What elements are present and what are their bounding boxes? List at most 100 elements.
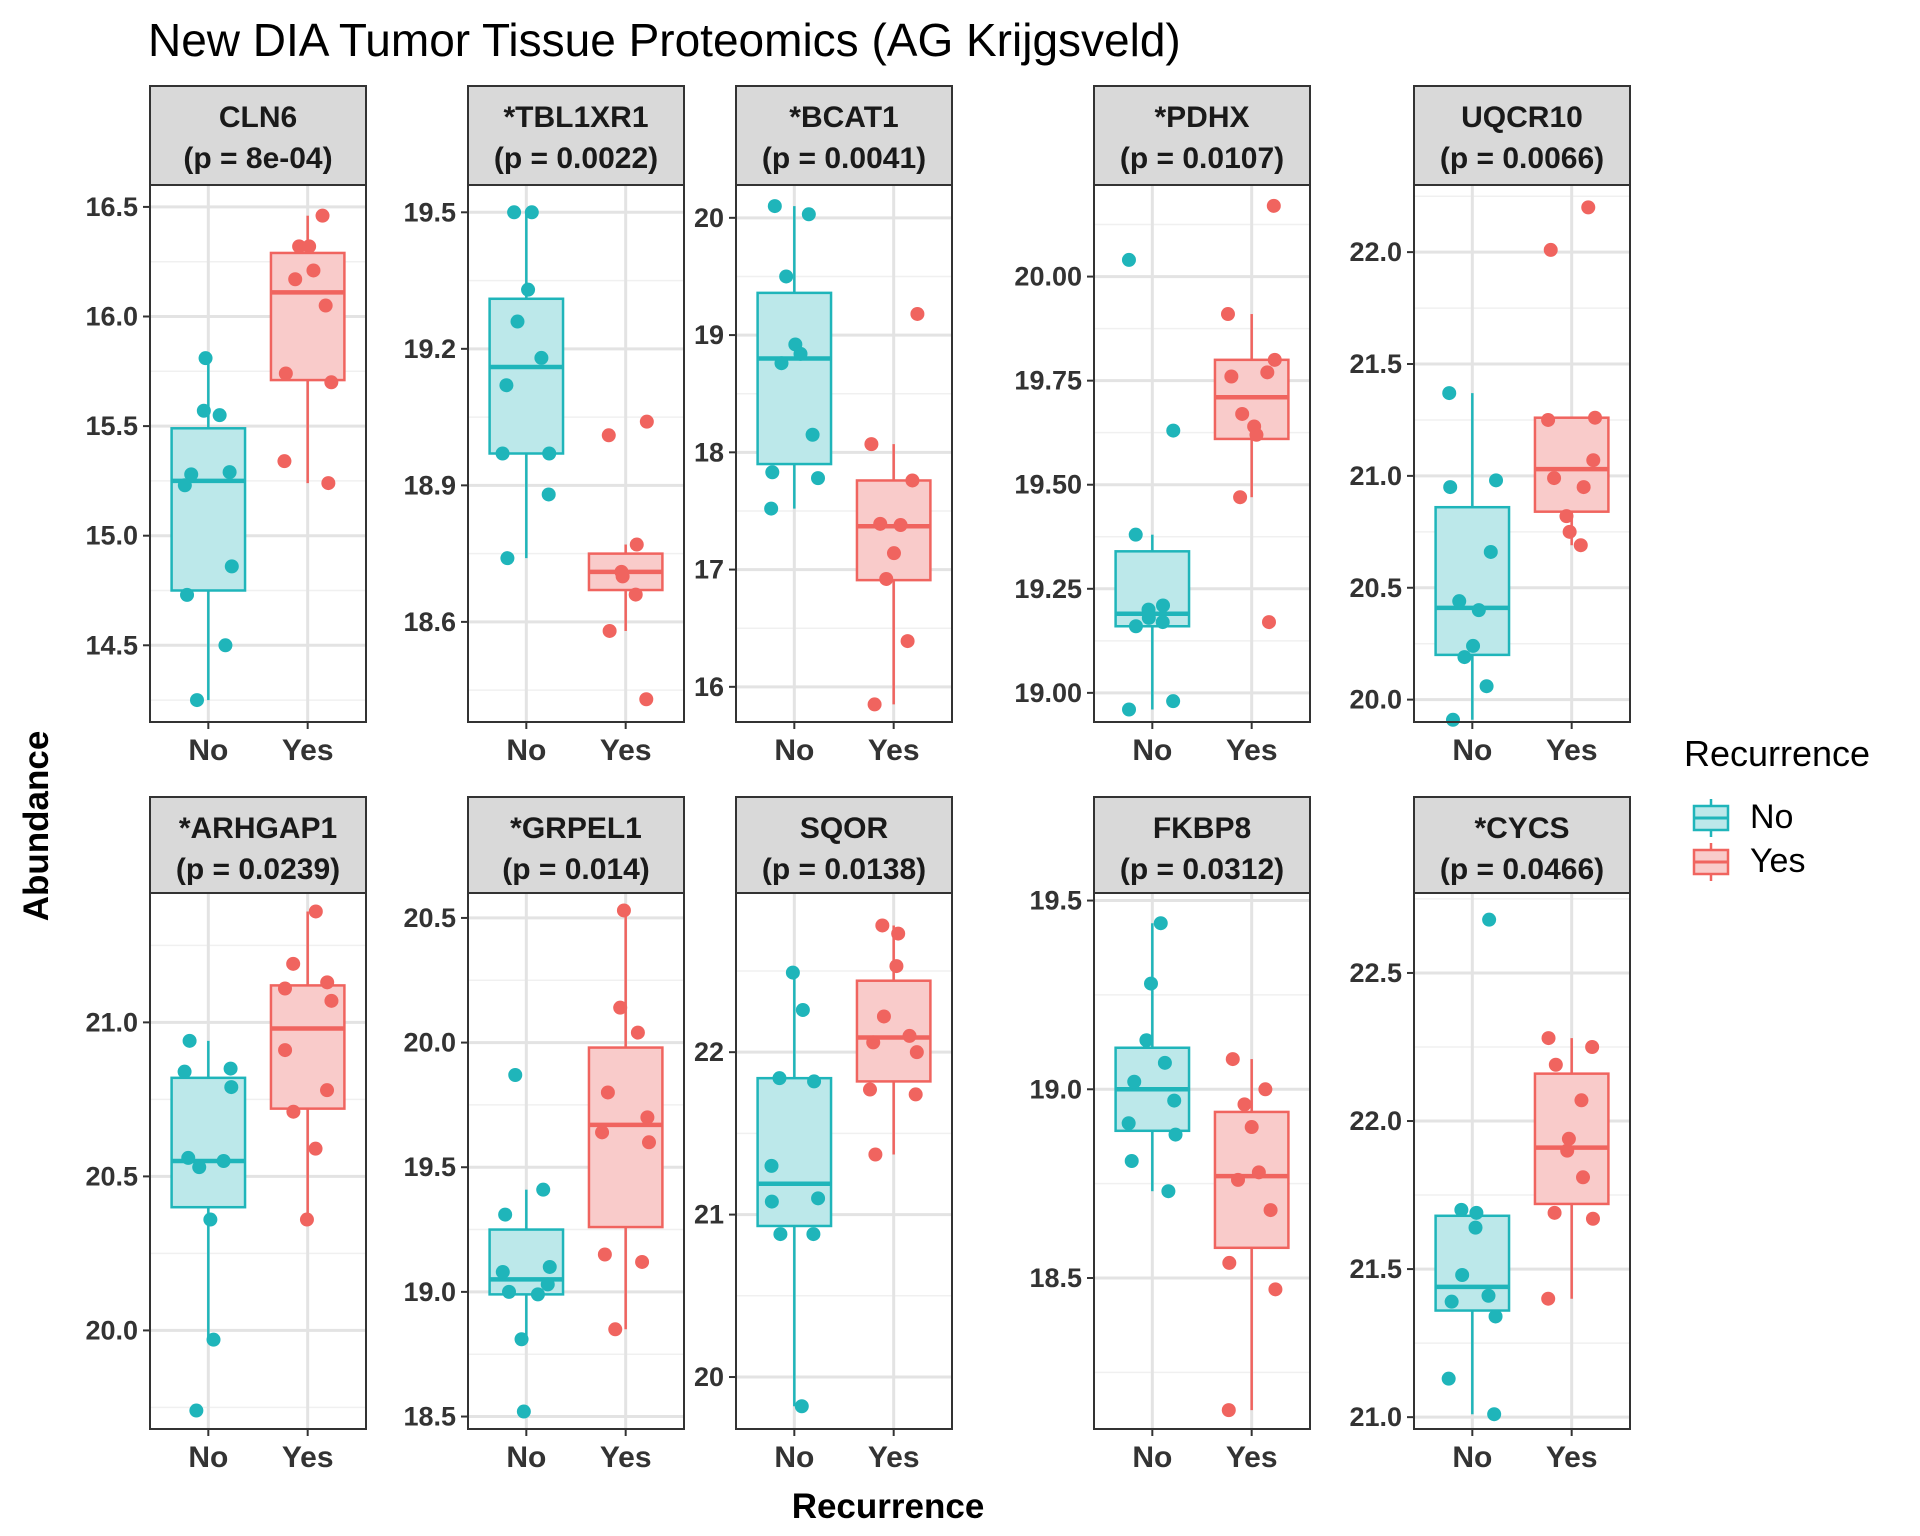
y-tick-label: 19.2 [403, 334, 456, 364]
y-tick-label: 16.0 [85, 302, 138, 332]
data-point-yes [641, 1135, 656, 1150]
x-tick-label: No [1452, 734, 1492, 767]
y-tick-label: 22.0 [1349, 237, 1402, 267]
y-tick-label: 18.5 [1029, 1263, 1082, 1293]
data-point-no [795, 1002, 810, 1017]
data-point-no [542, 1259, 557, 1274]
data-point-no [203, 1212, 218, 1227]
data-point-yes [278, 1043, 293, 1058]
data-point-yes [1560, 1143, 1575, 1158]
data-point-no [1443, 480, 1458, 495]
data-point-no [1166, 694, 1181, 709]
data-point-yes [891, 926, 906, 941]
legend-key-no [1690, 797, 1732, 839]
data-point-yes [616, 903, 631, 918]
data-point-yes [1586, 453, 1601, 468]
data-point-yes [608, 1322, 623, 1337]
y-tick-label: 16 [694, 672, 724, 702]
data-point-yes [1220, 307, 1235, 322]
y-tick-label: 14.5 [85, 630, 138, 660]
y-tick-label: 17 [694, 555, 724, 585]
data-point-no [218, 638, 233, 653]
strip-gene-name: *GRPEL1 [510, 812, 642, 845]
y-tick-label: 20.0 [1349, 685, 1402, 715]
data-point-yes [1541, 412, 1556, 427]
data-point-yes [600, 1085, 615, 1100]
panel-border [467, 184, 685, 723]
y-tick-label: 21.0 [1349, 461, 1402, 491]
data-point-no [536, 1182, 551, 1197]
box-yes [855, 979, 932, 1083]
data-point-yes [321, 476, 336, 491]
facet-panel-8: SQOR (p = 0.0138) 20 21 22 No Yes [694, 796, 953, 1474]
data-point-no [772, 1071, 787, 1086]
data-point-no [1128, 619, 1143, 634]
strip-gene-name: *TBL1XR1 [503, 101, 648, 134]
y-tick-label: 18.5 [403, 1402, 456, 1432]
data-point-yes [905, 473, 920, 488]
strip-gene-name: SQOR [800, 812, 889, 845]
data-point-no [542, 446, 557, 461]
data-point-yes [879, 571, 894, 586]
x-tick-label: No [774, 1441, 814, 1474]
strip-gene-name: *CYCS [1474, 812, 1569, 845]
data-point-yes [324, 993, 339, 1008]
y-tick-label: 19.5 [403, 197, 456, 227]
y-tick-label: 19.50 [1014, 470, 1082, 500]
data-point-no [1153, 916, 1168, 931]
x-tick-label: Yes [600, 1441, 652, 1474]
y-tick-label: 21.0 [85, 1007, 138, 1037]
data-point-yes [601, 428, 616, 443]
y-tick-label: 20.00 [1014, 262, 1082, 292]
data-point-yes [1222, 1255, 1237, 1270]
x-tick-label: Yes [600, 734, 652, 767]
data-point-no [508, 1067, 523, 1082]
box-no [756, 291, 833, 466]
data-point-no [811, 1191, 826, 1206]
data-point-no [807, 1074, 822, 1089]
y-tick-label: 20 [694, 1362, 724, 1392]
strip-background [467, 85, 685, 186]
data-point-no [495, 446, 510, 461]
data-point-yes [1251, 1165, 1266, 1180]
data-point-yes [613, 1000, 628, 1015]
data-point-yes [862, 1082, 877, 1097]
data-point-no [1455, 1268, 1470, 1283]
data-point-no [223, 1061, 238, 1076]
data-point-no [1444, 1294, 1459, 1309]
data-point-yes [1233, 490, 1248, 505]
data-point-yes [902, 1028, 917, 1043]
strip-p-value: (p = 0.0041) [762, 142, 926, 175]
data-point-no [540, 1277, 555, 1292]
data-point-no [1468, 1220, 1483, 1235]
panel-border [149, 184, 367, 723]
data-point-yes [629, 537, 644, 552]
data-point-no [1488, 1309, 1503, 1324]
box-no [488, 297, 565, 455]
data-point-no [524, 205, 539, 220]
data-point-yes [1581, 200, 1596, 215]
y-tick-label: 18.6 [403, 607, 456, 637]
data-point-yes [640, 1110, 655, 1125]
strip-p-value: (p = 0.0107) [1120, 142, 1284, 175]
data-point-no [222, 465, 237, 480]
strip-gene-name: *PDHX [1154, 101, 1249, 134]
panel-border [735, 892, 953, 1430]
strip-p-value: (p = 0.0466) [1440, 853, 1604, 886]
data-point-yes [875, 918, 890, 933]
panel-border [735, 184, 953, 723]
data-point-yes [1561, 1131, 1576, 1146]
data-point-no [1442, 386, 1457, 401]
data-point-yes [1585, 1211, 1600, 1226]
x-tick-label: No [1452, 1441, 1492, 1474]
data-point-yes [320, 975, 335, 990]
data-point-no [1124, 1154, 1139, 1168]
strip-p-value: (p = 0.0066) [1440, 142, 1604, 175]
data-point-no [1482, 912, 1497, 927]
y-tick-label: 21.5 [1349, 1254, 1402, 1284]
data-point-no [1157, 1055, 1172, 1070]
panel-border [1093, 892, 1311, 1430]
data-point-yes [602, 623, 617, 638]
facet-panels: CLN6 (p = 8e-04) 14.5 15.0 15.5 16.0 16.5 No Yes… [85, 85, 1631, 1474]
data-point-no [510, 314, 525, 329]
